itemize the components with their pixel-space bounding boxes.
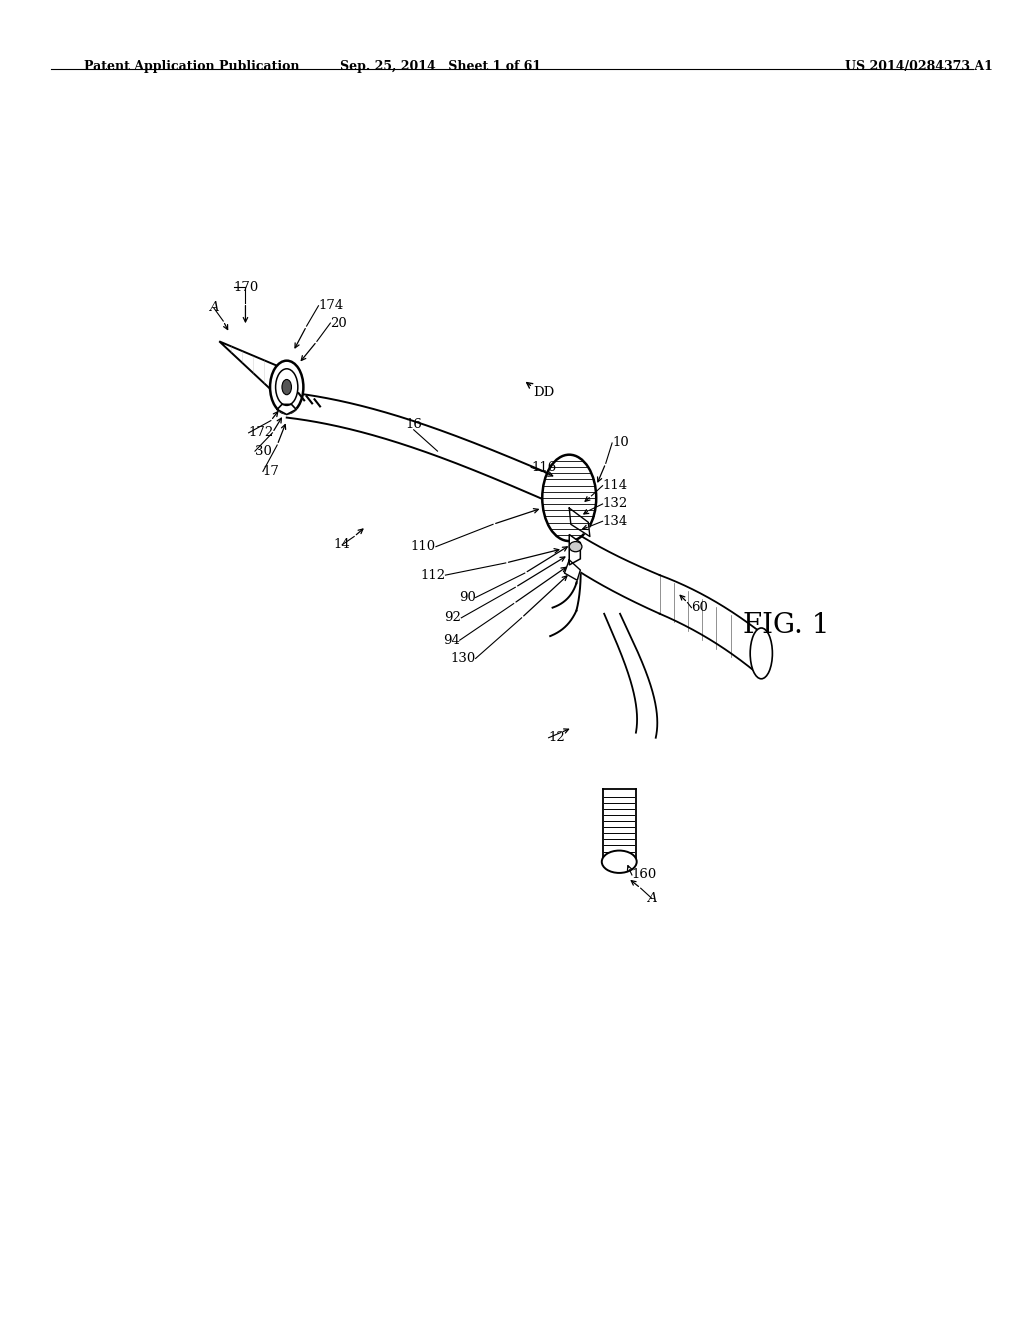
Text: 16: 16	[406, 418, 422, 432]
Polygon shape	[602, 788, 636, 859]
Text: DD: DD	[532, 385, 554, 399]
Polygon shape	[659, 576, 759, 675]
Ellipse shape	[270, 360, 303, 413]
Text: 30: 30	[255, 445, 271, 458]
Text: A: A	[209, 301, 218, 314]
Text: 20: 20	[331, 317, 347, 330]
Ellipse shape	[569, 541, 582, 552]
Text: 132: 132	[602, 498, 628, 511]
Text: 114: 114	[602, 479, 628, 492]
Polygon shape	[564, 560, 581, 581]
Polygon shape	[569, 528, 659, 614]
Ellipse shape	[543, 454, 596, 541]
Text: 134: 134	[602, 515, 628, 528]
Polygon shape	[219, 342, 287, 404]
Text: 60: 60	[691, 601, 709, 614]
Polygon shape	[572, 483, 581, 611]
Text: FIG. 1: FIG. 1	[743, 612, 829, 639]
Text: 112: 112	[420, 569, 445, 582]
Polygon shape	[278, 404, 296, 414]
Text: 130: 130	[451, 652, 475, 665]
Ellipse shape	[602, 850, 637, 873]
Text: US 2014/0284373 A1: US 2014/0284373 A1	[845, 59, 992, 73]
Text: 94: 94	[442, 634, 460, 647]
Text: 14: 14	[334, 539, 350, 552]
Text: 170: 170	[233, 281, 259, 294]
Text: Patent Application Publication: Patent Application Publication	[84, 59, 299, 73]
Text: A: A	[647, 892, 656, 904]
Text: 160: 160	[632, 869, 657, 882]
Text: Sep. 25, 2014  Sheet 1 of 61: Sep. 25, 2014 Sheet 1 of 61	[340, 59, 541, 73]
Text: 90: 90	[459, 591, 475, 605]
Text: 116: 116	[531, 461, 556, 474]
Text: 92: 92	[444, 611, 461, 624]
Text: 12: 12	[549, 731, 565, 744]
Polygon shape	[550, 583, 577, 636]
Text: 10: 10	[612, 437, 629, 450]
Ellipse shape	[751, 628, 772, 678]
Text: 174: 174	[318, 300, 344, 313]
Polygon shape	[287, 392, 572, 512]
Ellipse shape	[282, 379, 292, 395]
Text: 110: 110	[411, 540, 436, 553]
Polygon shape	[569, 535, 581, 565]
Polygon shape	[569, 508, 590, 536]
Polygon shape	[604, 614, 657, 738]
Text: 17: 17	[263, 465, 280, 478]
Ellipse shape	[275, 368, 298, 405]
Text: 172: 172	[249, 426, 273, 440]
